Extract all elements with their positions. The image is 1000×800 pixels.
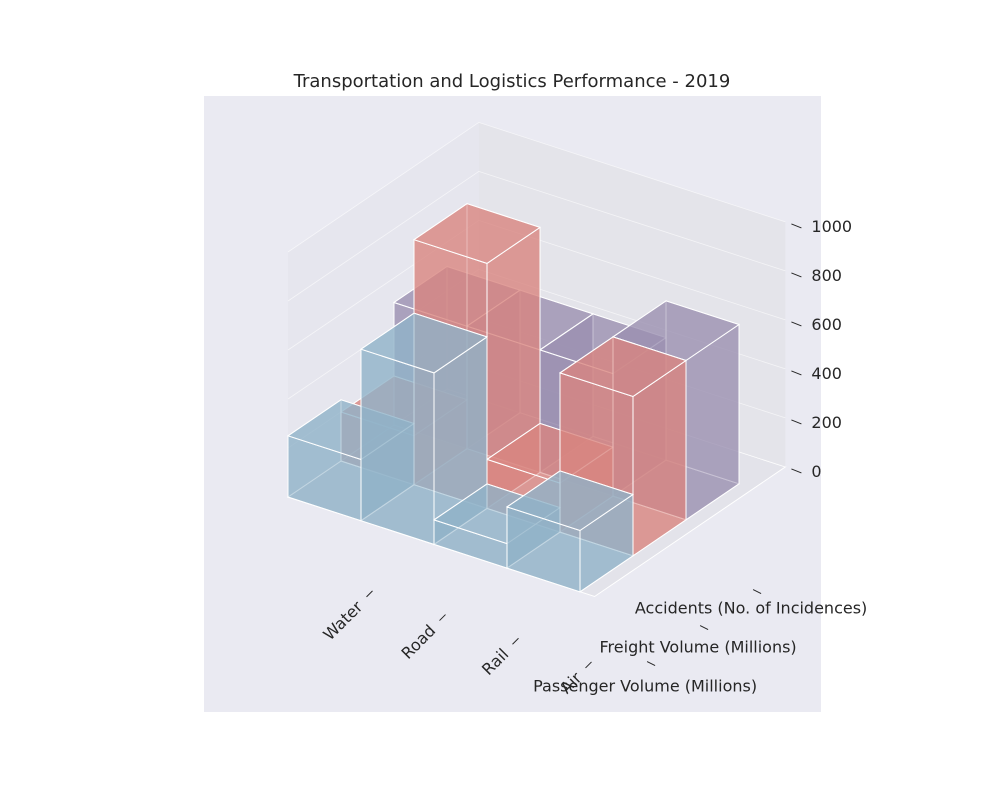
y-tick (646, 661, 656, 666)
z-tick (791, 370, 802, 376)
z-tick-label: 1000 (811, 217, 852, 236)
y-tick-label: Freight Volume (Millions) (600, 638, 797, 657)
z-tick-label: 0 (811, 462, 821, 481)
z-gridline (287, 121, 786, 253)
bars (286, 202, 741, 593)
y-tick (699, 625, 709, 630)
z-gridline (287, 170, 786, 302)
z-tick-label: 600 (811, 315, 842, 334)
x-tick (366, 590, 373, 598)
z-tick-label: 200 (811, 413, 842, 432)
z-tick (791, 468, 802, 474)
x-tick (585, 661, 592, 669)
x-tick (439, 614, 446, 621)
y-tick-label: Accidents (No. of Incidences) (635, 599, 867, 618)
z-tick (791, 272, 802, 278)
x-tick (512, 637, 519, 645)
z-tick-label: 400 (811, 364, 842, 383)
y-tick-label: Passenger Volume (Millions) (533, 677, 757, 696)
bar-air-series-0 (505, 469, 635, 593)
chart-title: Transportation and Logistics Performance… (293, 71, 731, 92)
z-tick (791, 419, 802, 425)
z-tick-label: 800 (811, 266, 842, 285)
y-tick (752, 589, 762, 594)
z-tick (791, 223, 802, 229)
z-tick (791, 321, 802, 327)
